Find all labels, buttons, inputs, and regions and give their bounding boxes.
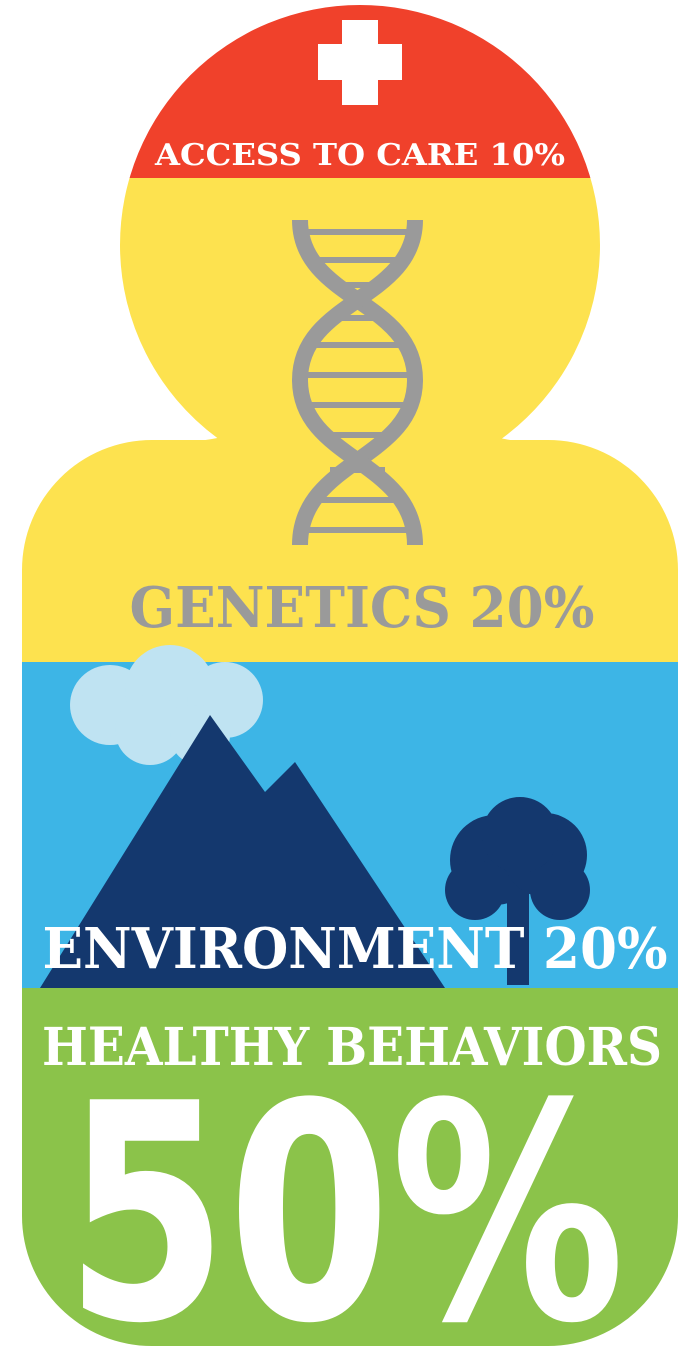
page: ACCESS TO CARE 10% GENETICS 20% ENVIRONM… [0,0,682,1350]
care-label: ACCESS TO CARE 10% [154,138,565,173]
genetics-label: GENETICS 20% [130,575,595,641]
behaviors-percent: 50% [65,1040,625,1350]
environment-label: ENVIRONMENT 20% [43,916,668,982]
infographic: ACCESS TO CARE 10% GENETICS 20% ENVIRONM… [0,0,682,1350]
